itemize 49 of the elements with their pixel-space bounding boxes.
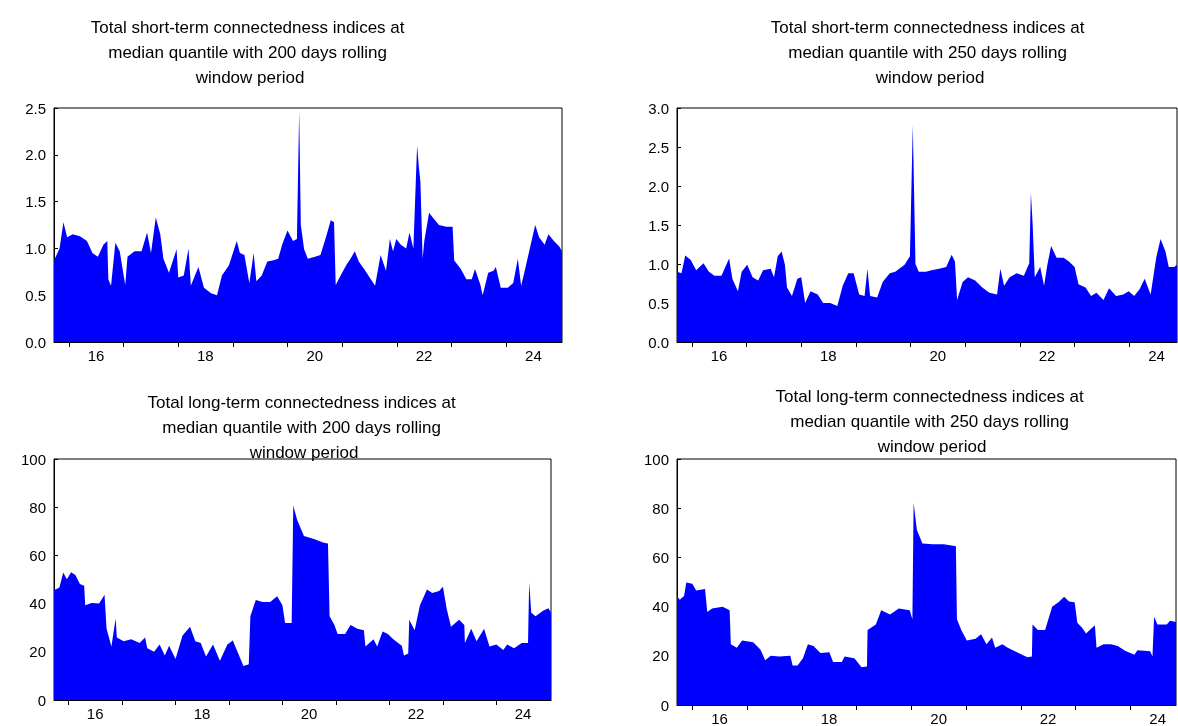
y-tick-label: 100	[643, 450, 669, 468]
y-tick-label: 40	[652, 598, 669, 616]
y-tick-label: 0.5	[25, 286, 46, 304]
x-tick-label: 24	[514, 705, 532, 722]
x-tick-label: 20	[300, 705, 318, 722]
y-tick-label: 2.5	[648, 138, 669, 156]
y-tick-label: 20	[29, 643, 46, 661]
x-tick-label: 22	[1039, 710, 1057, 726]
chart-title: Total long-term connectedness indices at median quantile with 250 days rolling window period	[775, 387, 1089, 456]
x-tick-label: 16	[86, 705, 104, 722]
y-tick-label: 3.0	[648, 99, 669, 117]
y-tick-label: 0	[660, 696, 669, 714]
y-tick-label: 2.0	[648, 177, 669, 195]
y-tick-label: 60	[652, 548, 669, 566]
x-tick-label: 16	[87, 347, 105, 364]
y-tick-label: 40	[29, 595, 46, 613]
y-tick-label: 80	[29, 498, 46, 516]
x-tick-label: 24	[525, 347, 542, 364]
y-tick-label: 100	[20, 450, 46, 468]
x-tick-label: 20	[306, 347, 324, 364]
x-tick-label: 16	[710, 347, 728, 364]
x-tick-label: 22	[1038, 347, 1056, 364]
y-tick-label: 1.5	[25, 193, 46, 211]
x-tick-label: 18	[820, 710, 838, 726]
x-tick-label: 20	[930, 710, 947, 726]
x-tick-label: 18	[820, 347, 837, 364]
x-tick-label: 24	[1148, 347, 1165, 364]
y-tick-label: 2.0	[25, 146, 46, 164]
x-tick-label: 22	[407, 705, 425, 722]
chart-title: Total short-term connectedness indices at median quantile with 200 days rolling window period	[90, 18, 410, 87]
x-tick-label: 16	[711, 710, 728, 726]
y-tick-label: 0.0	[25, 333, 46, 351]
y-tick-label: 1.0	[648, 255, 669, 273]
x-tick-label: 22	[415, 347, 433, 364]
y-tick-label: 60	[29, 546, 46, 564]
y-tick-label: 20	[652, 647, 669, 665]
x-tick-label: 18	[196, 347, 214, 364]
x-tick-label: 18	[193, 705, 211, 722]
chart-title: Total short-term connectedness indices at median quantile with 250 days rolling window period	[770, 18, 1090, 87]
y-tick-label: 1.0	[25, 239, 46, 257]
y-tick-label: 2.5	[25, 99, 46, 117]
y-tick-label: 1.5	[648, 216, 669, 234]
chart-title: Total long-term connectedness indices at median quantile with 200 days rolling window period	[147, 393, 461, 462]
y-tick-label: 80	[652, 499, 669, 517]
y-tick-label: 0.5	[648, 294, 669, 312]
y-tick-label: 0	[37, 691, 46, 709]
x-tick-label: 24	[1149, 710, 1167, 726]
y-tick-label: 0.0	[648, 333, 669, 351]
x-tick-label: 20	[929, 347, 947, 364]
